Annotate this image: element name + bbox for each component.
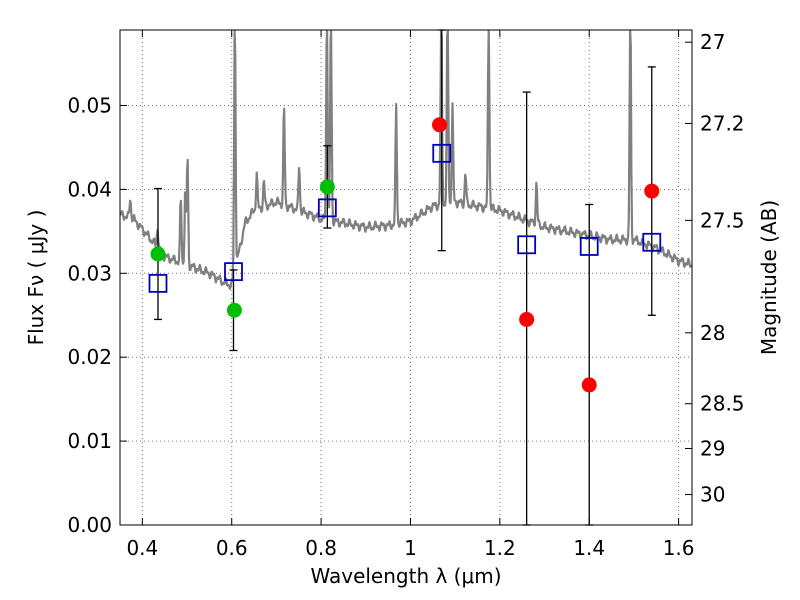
model-photometry-point bbox=[579, 237, 599, 256]
marker-layer bbox=[148, 117, 662, 393]
y-tick-label: 0.04 bbox=[67, 177, 112, 201]
x-axis-label: Wavelength λ (μm) bbox=[310, 564, 501, 588]
model-photometry-point bbox=[432, 143, 452, 163]
y-tick-label: 0.03 bbox=[67, 261, 112, 285]
x-tick-label: 0.4 bbox=[126, 536, 158, 560]
observed-optical-point bbox=[226, 302, 242, 318]
errorbar-layer bbox=[153, 29, 656, 526]
grid-layer bbox=[120, 30, 692, 526]
x-tick-label: 0.6 bbox=[216, 536, 248, 560]
x-tick-label: 1 bbox=[404, 536, 417, 560]
y2-tick-label: 27.5 bbox=[700, 208, 745, 232]
model-photometry-point bbox=[642, 232, 662, 252]
y2-tick-label: 28 bbox=[700, 321, 725, 345]
model-spectrum-line bbox=[120, 30, 692, 290]
observed-nir-point bbox=[519, 311, 535, 327]
model-photometry-point bbox=[148, 273, 168, 293]
x-tick-label: 1.6 bbox=[663, 536, 695, 560]
tick-layer: 0.4 0.6 0.8 1 1.2 1.4 1.6 0.00 0.01 0.02 0.03 0.04 0… bbox=[67, 30, 745, 560]
model-photometry-point bbox=[224, 262, 243, 282]
observed-optical-point bbox=[150, 246, 166, 262]
model-photometry-point bbox=[317, 198, 337, 218]
y-tick-label: 0.00 bbox=[67, 513, 112, 537]
spectrum-layer bbox=[120, 30, 692, 290]
model-photometry-point bbox=[517, 235, 537, 255]
observed-nir-point bbox=[581, 377, 597, 393]
y2-axis-label: Magnitude (AB) bbox=[757, 200, 781, 355]
y2-tick-label: 28.5 bbox=[700, 392, 745, 416]
y-tick-label: 0.05 bbox=[67, 94, 112, 118]
observed-optical-point bbox=[319, 179, 335, 195]
y-tick-label: 0.02 bbox=[67, 345, 112, 369]
plot-frame bbox=[119, 29, 693, 526]
x-tick-label: 1.4 bbox=[573, 536, 605, 560]
x-tick-label: 1.2 bbox=[484, 536, 516, 560]
y2-tick-label: 27 bbox=[700, 30, 725, 54]
observed-nir-point bbox=[644, 183, 660, 199]
y-tick-label: 0.01 bbox=[67, 429, 112, 453]
observed-nir-point bbox=[432, 117, 448, 133]
y2-tick-label: 30 bbox=[700, 483, 725, 507]
x-tick-label: 0.8 bbox=[305, 536, 337, 560]
y2-tick-label: 27.2 bbox=[700, 111, 745, 135]
y-axis-label: Flux Fν ( μJy ) bbox=[24, 210, 48, 346]
y2-tick-label: 29 bbox=[700, 436, 725, 460]
